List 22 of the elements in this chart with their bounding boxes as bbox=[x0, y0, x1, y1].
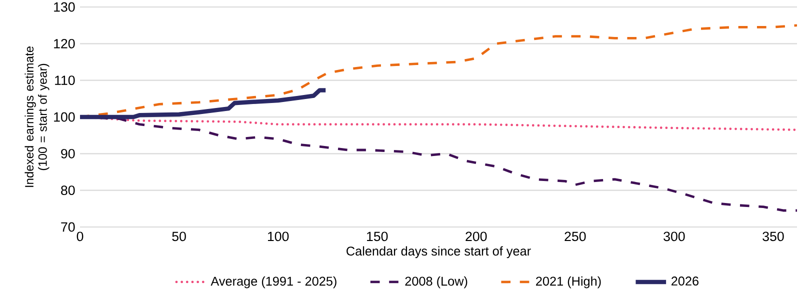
x-tick-label: 350 bbox=[762, 232, 784, 242]
x-axis-title: Calendar days since start of year bbox=[346, 246, 531, 258]
line-series bbox=[80, 88, 328, 120]
y-tick-label: 80 bbox=[61, 186, 75, 196]
y-tick-label: 120 bbox=[54, 38, 75, 48]
y-tick-label: 90 bbox=[61, 148, 75, 158]
legend-label: Average (1991 - 2025) bbox=[210, 276, 336, 288]
x-tick-label: 300 bbox=[664, 232, 685, 242]
x-tick-label: 200 bbox=[466, 232, 487, 242]
y-axis-title: Indexed earnings estimate (100 = start of year) bbox=[24, 46, 50, 187]
x-tick-label: 150 bbox=[367, 232, 388, 242]
y-tick-label: 110 bbox=[55, 76, 75, 86]
x-tick-label: 250 bbox=[564, 232, 586, 242]
y-tick-label: 130 bbox=[54, 2, 75, 12]
y-tick-label: 70 bbox=[61, 222, 75, 232]
legend-label: 2021 (High) bbox=[536, 276, 601, 288]
x-tick-label: 0 bbox=[76, 232, 84, 242]
legend-label: 2026 bbox=[671, 276, 698, 286]
x-tick-label: 50 bbox=[172, 232, 186, 242]
x-tick-label: 100 bbox=[268, 232, 289, 242]
legend-label: 2008 (Low) bbox=[405, 276, 468, 288]
y-tick-label: 100 bbox=[54, 112, 75, 122]
